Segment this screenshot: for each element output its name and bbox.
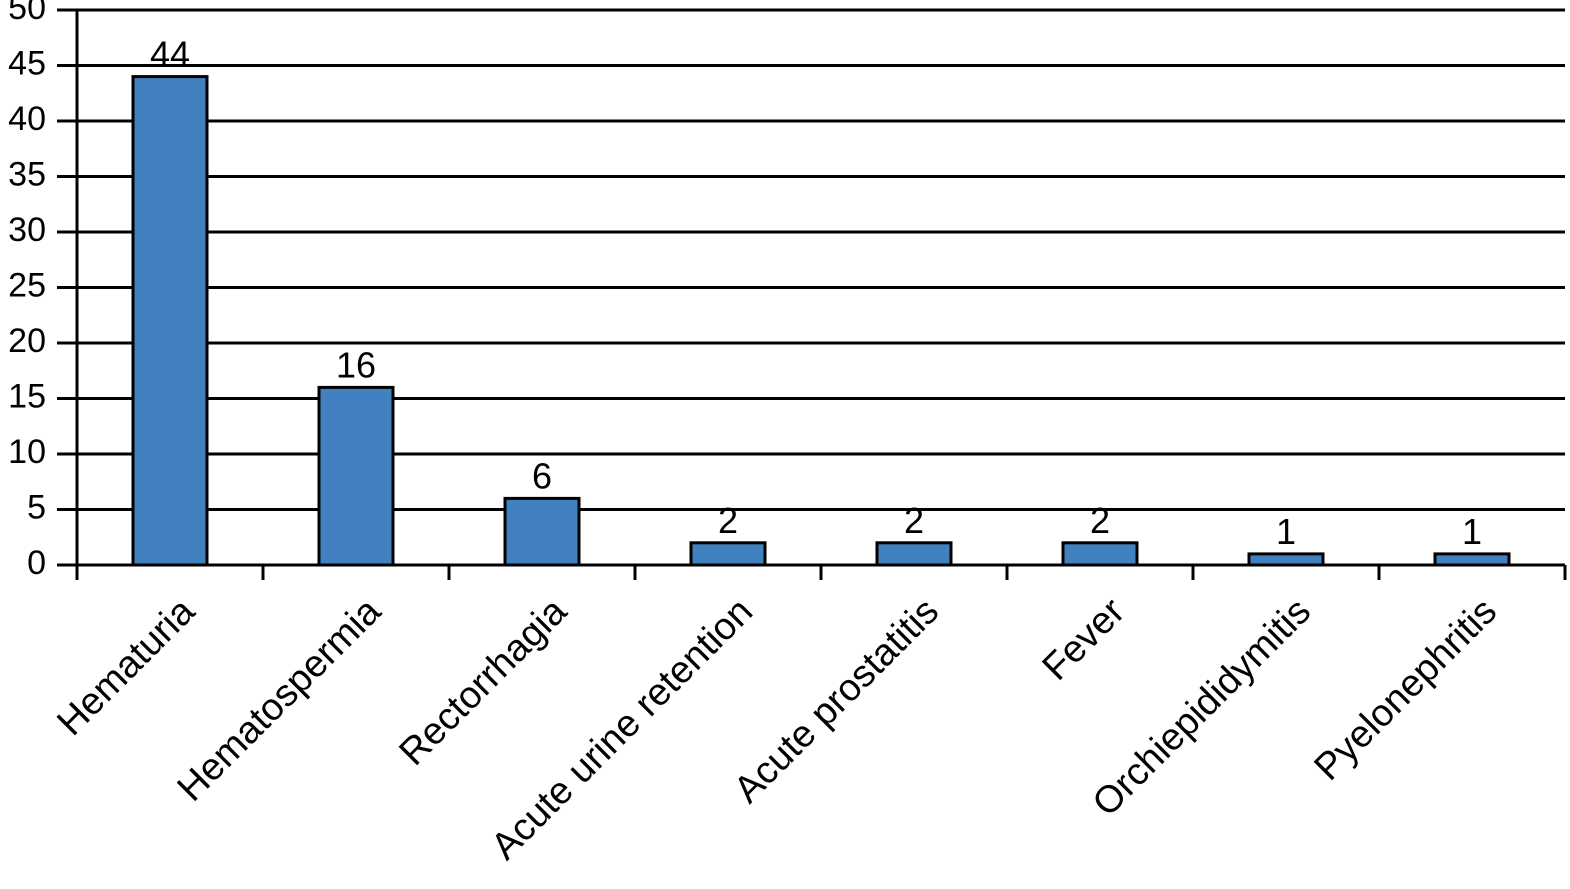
x-tick-label: Acute prostatitis <box>726 590 947 811</box>
value-label: 2 <box>904 500 924 541</box>
y-tick-label: 25 <box>8 266 46 304</box>
y-tick-label: 45 <box>8 44 46 82</box>
value-label: 2 <box>1090 500 1110 541</box>
bar <box>1433 552 1511 567</box>
value-label: 44 <box>150 34 190 75</box>
x-tick-label: Hematuria <box>49 590 203 744</box>
bar <box>1061 541 1139 567</box>
x-tick-label: Rectorrhagia <box>391 590 575 774</box>
value-label: 16 <box>336 344 376 385</box>
value-label: 6 <box>532 455 552 496</box>
bar <box>131 75 209 567</box>
y-tick-label: 15 <box>8 377 46 415</box>
y-tick-label: 5 <box>27 488 46 526</box>
value-label: 1 <box>1462 511 1482 552</box>
y-tick-label: 35 <box>8 155 46 193</box>
y-tick-label: 50 <box>8 0 46 27</box>
value-label: 2 <box>718 500 738 541</box>
x-tick-label: Hematospermia <box>170 590 390 810</box>
value-label: 1 <box>1276 511 1296 552</box>
x-tick-label: Fever <box>1035 590 1134 689</box>
y-tick-label: 0 <box>27 544 46 582</box>
y-tick-label: 10 <box>8 433 46 471</box>
y-tick-label: 30 <box>8 211 46 249</box>
bar <box>317 385 395 567</box>
bar <box>689 541 767 567</box>
bar <box>1247 552 1325 567</box>
bar <box>875 541 953 567</box>
x-tick-label: Pyelonephritis <box>1307 590 1505 788</box>
y-tick-label: 40 <box>8 100 46 138</box>
y-tick-label: 20 <box>8 322 46 360</box>
bar <box>503 496 581 567</box>
